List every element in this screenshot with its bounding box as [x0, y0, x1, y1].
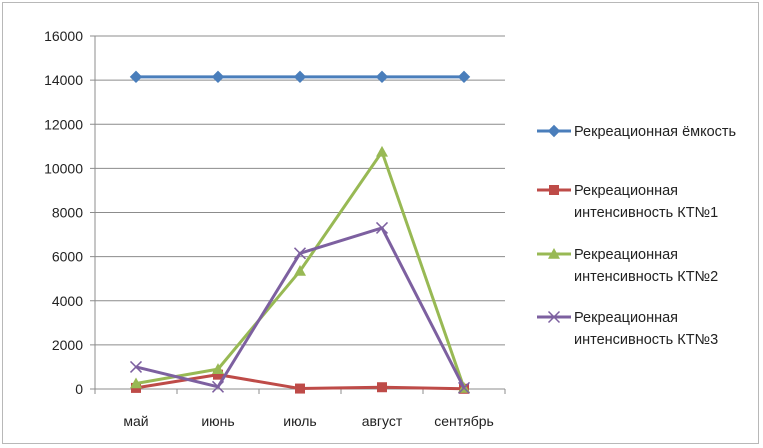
y-tick-label: 12000	[44, 116, 83, 132]
data-point	[211, 380, 225, 393]
y-tick-label: 4000	[52, 293, 83, 309]
legend-item-3: Рекреационная интенсивность КТ№2	[537, 247, 718, 285]
data-point	[129, 70, 143, 84]
y-tick-label: 10000	[44, 160, 83, 176]
series-4	[129, 221, 471, 394]
data-point	[211, 70, 225, 84]
data-point	[130, 377, 142, 389]
x-tick-label: июль	[283, 413, 316, 429]
data-point	[294, 264, 306, 276]
legend-label: интенсивность КТ№3	[574, 332, 718, 348]
data-point	[212, 363, 224, 374]
data-point	[213, 369, 223, 380]
x-tick-label: сентябрь	[434, 413, 494, 429]
series-line	[135, 226, 466, 389]
legend-item-2: Рекреационная интенсивность КТ№1	[537, 183, 718, 221]
legend-swatch-marker	[547, 310, 561, 324]
legend-label: интенсивность КТ№2	[574, 269, 718, 285]
legend-item-1: Рекреационная ёмкость	[537, 124, 736, 140]
data-point	[377, 382, 387, 393]
series-2	[131, 369, 469, 394]
legend-swatch-marker	[547, 124, 561, 138]
axes: 0 2000 4000 6000 8000 10000 12000 14000 16000 май…	[44, 28, 506, 429]
data-point	[457, 381, 471, 394]
y-tick-label: 8000	[52, 205, 83, 221]
y-tick-label: 14000	[44, 72, 83, 88]
series-1	[129, 70, 471, 84]
data-point	[375, 70, 389, 84]
data-point	[293, 247, 307, 260]
y-tick-label: 6000	[52, 249, 83, 265]
y-tick-label: 16000	[44, 28, 83, 44]
series-lines	[129, 70, 471, 394]
legend-swatch-marker	[548, 248, 560, 259]
x-tick-label: август	[362, 413, 403, 429]
data-point	[457, 70, 471, 84]
data-point	[375, 221, 389, 234]
legend-label: Рекреационная ёмкость	[574, 124, 736, 140]
data-point	[295, 383, 305, 394]
legend-label: Рекреационная	[574, 183, 678, 199]
legend-label: Рекреационная	[574, 310, 678, 326]
legend-swatch-marker	[549, 185, 559, 195]
legend: Рекреационная ёмкость Рекреационная интенс…	[537, 124, 736, 348]
series-3	[130, 145, 470, 393]
x-tick-label: май	[123, 413, 148, 429]
x-tick-label: июнь	[201, 413, 234, 429]
data-point	[129, 360, 143, 373]
legend-label: Рекреационная	[574, 247, 678, 263]
y-tick-label: 0	[75, 381, 83, 397]
y-tick-label: 2000	[52, 337, 83, 353]
legend-label: интенсивность КТ№1	[574, 205, 718, 221]
legend-item-4: Рекреационная интенсивность КТ№3	[537, 310, 718, 348]
data-point	[293, 70, 307, 84]
data-point	[376, 145, 388, 157]
grid	[95, 35, 505, 346]
